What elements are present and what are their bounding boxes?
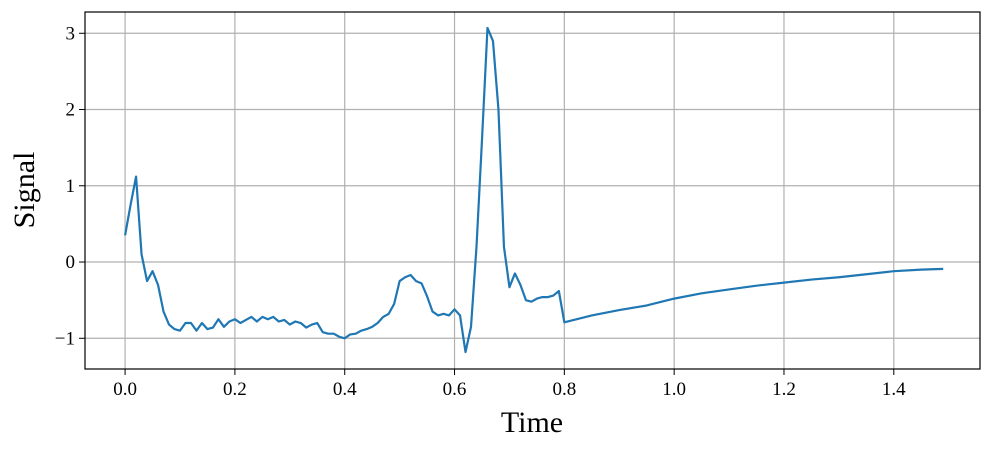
x-tick-label: 0.8 [552, 379, 576, 400]
x-tick-label: 1.0 [662, 379, 686, 400]
x-tick-label: 1.2 [772, 379, 796, 400]
y-tick-label: 2 [66, 100, 76, 121]
x-tick-label: 0.6 [443, 379, 467, 400]
y-tick-label: −1 [55, 328, 75, 349]
x-tick-label: 0.2 [223, 379, 247, 400]
line-series [123, 26, 944, 354]
x-tick-label: 0.4 [333, 379, 357, 400]
y-tick-label: 0 [66, 252, 76, 273]
y-axis-label: Signal [8, 152, 41, 229]
x-axis-label: Time [501, 406, 563, 439]
plot-frame [84, 11, 981, 370]
y-tick-label: 3 [66, 23, 76, 44]
y-tick-label: 1 [66, 176, 76, 197]
x-tick-label: 1.4 [882, 379, 906, 400]
x-tick-label: 0.0 [113, 379, 137, 400]
